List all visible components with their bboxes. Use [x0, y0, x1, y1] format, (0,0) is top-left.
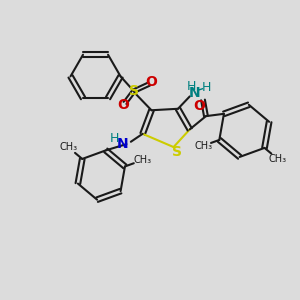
Text: CH₃: CH₃	[133, 155, 151, 165]
Text: N: N	[188, 85, 200, 100]
Text: O: O	[118, 98, 129, 112]
Text: S: S	[129, 84, 139, 98]
Text: H: H	[202, 81, 211, 94]
Text: CH₃: CH₃	[194, 141, 212, 151]
Text: H: H	[110, 132, 119, 145]
Text: N: N	[117, 137, 128, 151]
Text: H: H	[187, 80, 196, 93]
Text: CH₃: CH₃	[59, 142, 77, 152]
Text: CH₃: CH₃	[268, 154, 287, 164]
Text: S: S	[172, 146, 182, 159]
Text: O: O	[194, 99, 206, 113]
Text: O: O	[146, 75, 158, 89]
